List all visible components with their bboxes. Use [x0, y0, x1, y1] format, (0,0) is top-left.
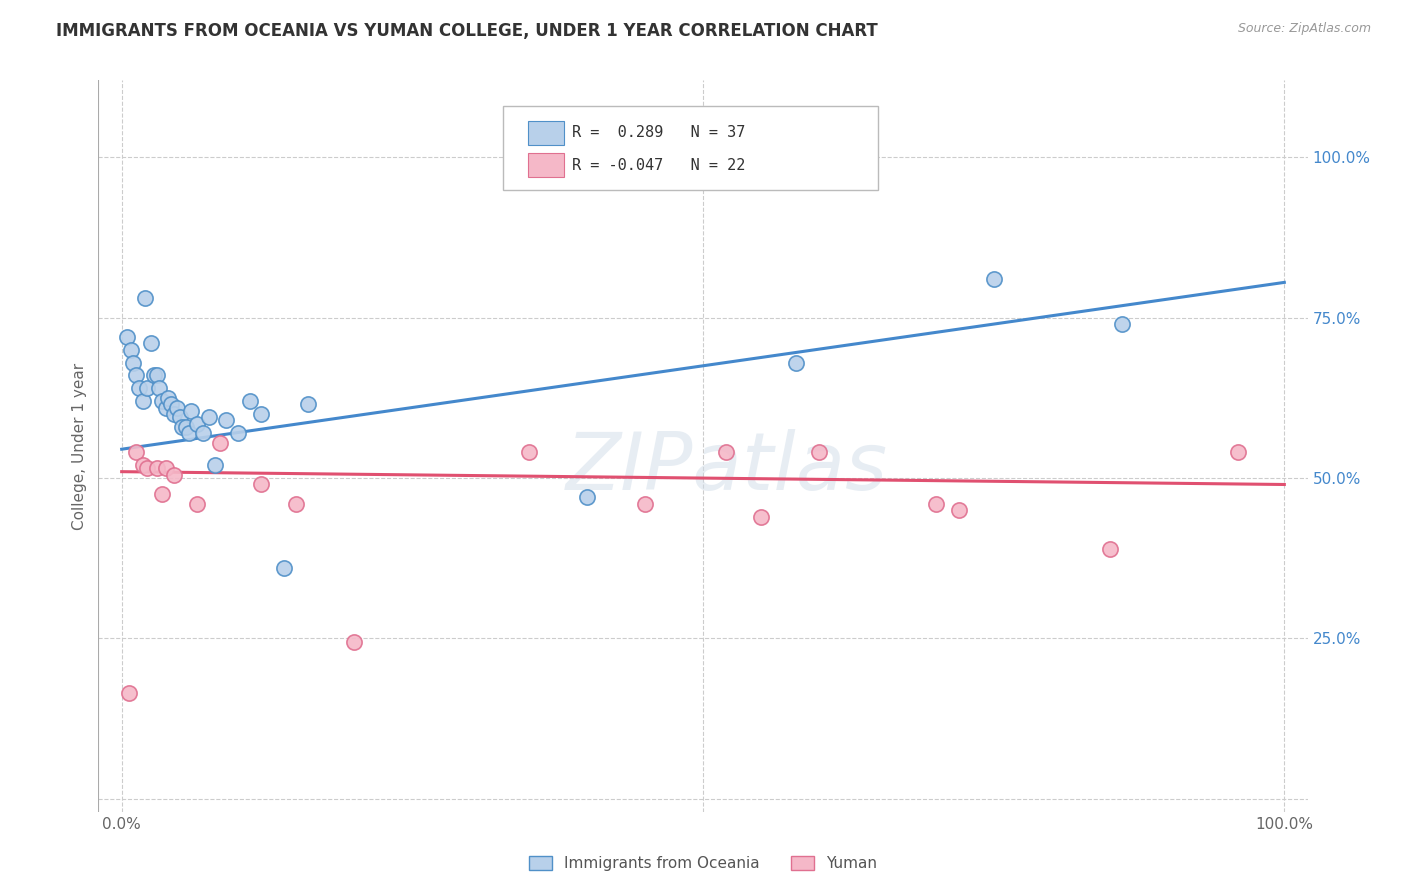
Point	[120, 343, 142, 357]
Point	[215, 413, 238, 427]
FancyBboxPatch shape	[503, 106, 879, 190]
Point	[239, 394, 262, 409]
Point	[179, 426, 201, 441]
Point	[575, 491, 598, 505]
Point	[117, 330, 139, 344]
Text: IMMIGRANTS FROM OCEANIA VS YUMAN COLLEGE, UNDER 1 YEAR CORRELATION CHART: IMMIGRANTS FROM OCEANIA VS YUMAN COLLEGE…	[56, 22, 877, 40]
Point	[808, 445, 831, 459]
Text: R = -0.047   N = 22: R = -0.047 N = 22	[572, 158, 745, 173]
FancyBboxPatch shape	[527, 153, 564, 177]
Point	[157, 391, 180, 405]
Point	[150, 487, 173, 501]
Point	[250, 407, 273, 421]
Point	[145, 461, 167, 475]
Point	[148, 381, 170, 395]
Point	[983, 272, 1005, 286]
Point	[131, 458, 153, 473]
Point	[186, 497, 208, 511]
Point	[250, 477, 273, 491]
Point	[145, 368, 167, 383]
Point	[172, 419, 194, 434]
Y-axis label: College, Under 1 year: College, Under 1 year	[72, 362, 87, 530]
Point	[204, 458, 226, 473]
Point	[226, 426, 249, 441]
Point	[948, 503, 970, 517]
Point	[159, 397, 181, 411]
Point	[517, 445, 540, 459]
Point	[136, 381, 159, 395]
Point	[1111, 317, 1133, 331]
Point	[118, 686, 141, 700]
Point	[297, 397, 319, 411]
Point	[163, 407, 186, 421]
Point	[174, 419, 197, 434]
Point	[136, 461, 159, 475]
Point	[124, 368, 146, 383]
Point	[716, 445, 738, 459]
Point	[343, 634, 366, 648]
Point	[163, 467, 186, 482]
Point	[634, 497, 657, 511]
Point	[1098, 541, 1121, 556]
Point	[198, 410, 221, 425]
Point	[273, 561, 295, 575]
Point	[124, 445, 146, 459]
Point	[143, 368, 166, 383]
Point	[128, 381, 150, 395]
FancyBboxPatch shape	[527, 121, 564, 145]
Text: Source: ZipAtlas.com: Source: ZipAtlas.com	[1237, 22, 1371, 36]
Point	[180, 403, 202, 417]
Point	[209, 435, 232, 450]
Point	[150, 394, 173, 409]
Point	[285, 497, 308, 511]
Point	[749, 509, 772, 524]
Legend: Immigrants from Oceania, Yuman: Immigrants from Oceania, Yuman	[523, 850, 883, 877]
Point	[155, 461, 177, 475]
Point	[131, 394, 153, 409]
Point	[1226, 445, 1249, 459]
Point	[122, 355, 145, 369]
Point	[924, 497, 946, 511]
Point	[186, 417, 208, 431]
Text: ZIPatlas: ZIPatlas	[567, 429, 889, 507]
Point	[134, 292, 156, 306]
Point	[191, 426, 214, 441]
Point	[166, 401, 188, 415]
Text: R =  0.289   N = 37: R = 0.289 N = 37	[572, 126, 745, 140]
Point	[169, 410, 191, 425]
Point	[139, 336, 162, 351]
Point	[785, 355, 807, 369]
Point	[155, 401, 177, 415]
